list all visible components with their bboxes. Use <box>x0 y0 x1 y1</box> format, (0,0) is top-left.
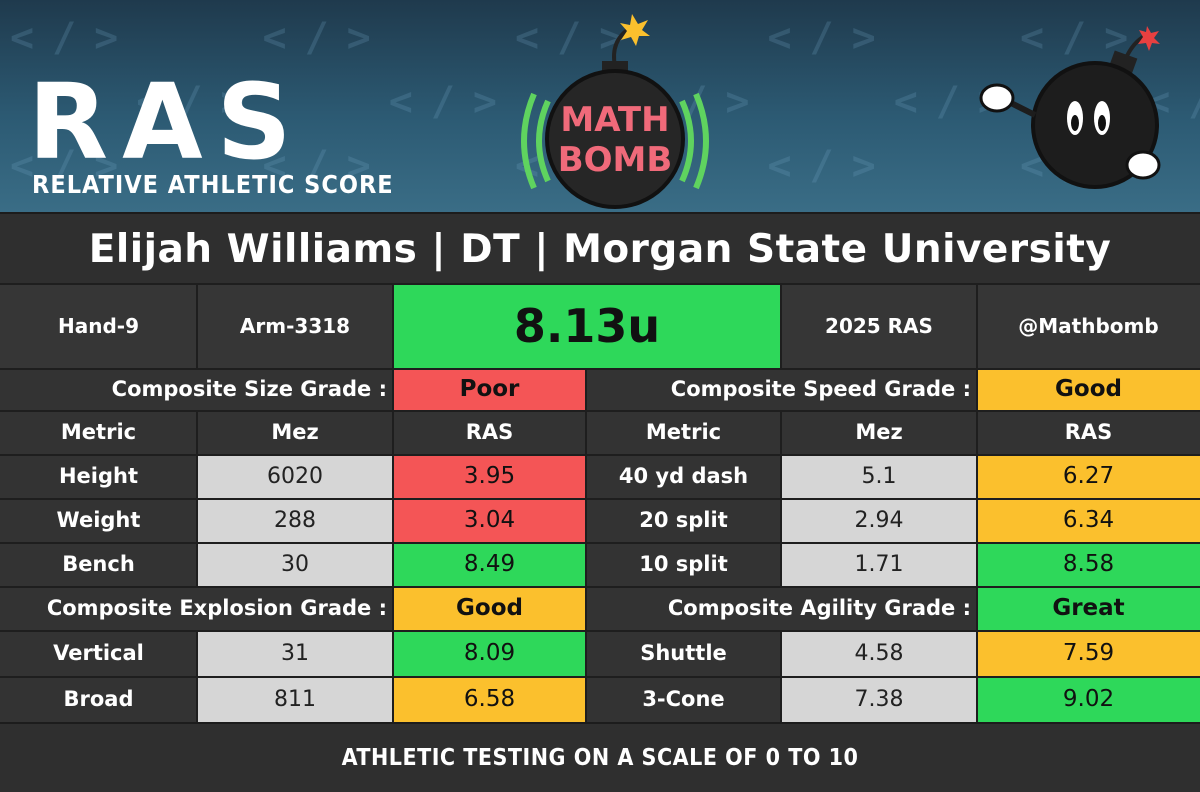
left-mez-value: 6020 <box>197 454 393 498</box>
grid-line <box>976 368 978 722</box>
right-metric-name: 3-Cone <box>642 687 725 711</box>
composite-explosion-label: Composite Explosion Grade : <box>46 596 387 620</box>
grid-line <box>780 630 782 722</box>
player-title: Elijah Williams | DT | Morgan State Univ… <box>88 226 1112 272</box>
right-mez-value: 1.71 <box>781 542 977 586</box>
grid-line <box>196 284 198 368</box>
left-ras-value: 3.95 <box>393 454 586 498</box>
left-mez-value: 811 <box>197 676 393 722</box>
right-mez-value: 5.1 <box>781 454 977 498</box>
right-mez-value: 2.94 <box>781 498 977 542</box>
grid-line <box>976 284 978 368</box>
metrics-table: Composite Size Grade : Poor Composite Sp… <box>0 368 1200 722</box>
grid-line <box>0 454 1200 456</box>
footer-band: ATHLETIC TESTING ON A SCALE OF 0 TO 10 <box>0 722 1200 792</box>
right-ras-value: 6.27 <box>977 454 1200 498</box>
left-ras-header: RAS <box>465 420 514 444</box>
right-ras-value: 6.34 <box>977 498 1200 542</box>
left-ras-value: 8.49 <box>393 542 586 586</box>
left-metric-name: Weight <box>56 508 141 532</box>
grid-line <box>196 630 198 722</box>
left-metric-name: Height <box>58 464 139 488</box>
composite-size-label: Composite Size Grade : <box>111 377 387 401</box>
grid-line <box>0 676 1200 678</box>
header-banner: </> </> </> </> </> </> </> </> </> </> … <box>0 0 1200 212</box>
left-mez-header: Mez <box>271 420 319 444</box>
left-metric-name: Bench <box>62 552 135 576</box>
right-ras-value: 8.58 <box>977 542 1200 586</box>
grid-line <box>0 542 1200 544</box>
grid-line <box>780 410 782 586</box>
footer-scale-note: ATHLETIC TESTING ON A SCALE OF 0 TO 10 <box>341 745 859 771</box>
right-metric-name: 40 yd dash <box>618 464 749 488</box>
left-mez-value: 30 <box>197 542 393 586</box>
left-mez-value: 31 <box>197 630 393 676</box>
right-ras-value: 7.59 <box>977 630 1200 676</box>
bomb-mascot-icon <box>979 26 1161 189</box>
composite-size-grade: Poor <box>393 368 586 410</box>
right-metric-name: 20 split <box>639 508 728 532</box>
player-title-band: Elijah Williams | DT | Morgan State Univ… <box>0 212 1200 284</box>
grid-line <box>0 410 1200 412</box>
ras-logo-text: RAS <box>28 61 306 183</box>
composite-agility-grade: Great <box>977 586 1200 630</box>
left-metric-header: Metric <box>60 420 137 444</box>
grid-line <box>196 410 198 586</box>
ras-year-cell: 2025 RAS <box>781 284 977 368</box>
ras-score-cell: 8.13u <box>393 284 781 368</box>
grid-line <box>0 283 1200 285</box>
info-row: Hand-9 Arm-3318 8.13u 2025 RAS @Mathbomb <box>0 284 1200 368</box>
left-metric-name: Broad <box>63 687 134 711</box>
left-ras-value: 8.09 <box>393 630 586 676</box>
grid-line <box>392 284 394 368</box>
left-ras-value: 3.04 <box>393 498 586 542</box>
mathbomb-logo-bottom: BOMB <box>558 140 673 180</box>
grid-line <box>0 498 1200 500</box>
right-mez-header: Mez <box>855 420 903 444</box>
left-ras-value: 6.58 <box>393 676 586 722</box>
right-metric-name: Shuttle <box>640 641 727 665</box>
composite-speed-grade: Good <box>977 368 1200 410</box>
right-ras-value: 9.02 <box>977 676 1200 722</box>
grid-line <box>780 284 782 368</box>
left-mez-value: 288 <box>197 498 393 542</box>
twitter-handle-cell: @Mathbomb <box>977 284 1200 368</box>
mathbomb-logo-top: MATH <box>560 100 669 140</box>
grid-line <box>0 586 1200 588</box>
ras-logo-subtitle: RELATIVE ATHLETIC SCORE <box>32 170 394 199</box>
hand-size-cell: Hand-9 <box>0 284 197 368</box>
left-metric-name: Vertical <box>53 641 144 665</box>
composite-explosion-grade: Good <box>393 586 586 630</box>
arm-length-cell: Arm-3318 <box>197 284 393 368</box>
grid-line <box>585 368 587 722</box>
grid-line <box>0 630 1200 632</box>
right-metric-header: Metric <box>645 420 722 444</box>
ras-logo: RAS RELATIVE ATHLETIC SCORE <box>28 61 393 200</box>
right-mez-value: 7.38 <box>781 676 977 722</box>
right-mez-value: 4.58 <box>781 630 977 676</box>
mathbomb-logo: MATH BOMB <box>521 14 709 209</box>
composite-agility-label: Composite Agility Grade : <box>667 596 971 620</box>
right-ras-header: RAS <box>1064 420 1113 444</box>
composite-speed-label: Composite Speed Grade : <box>670 377 971 401</box>
grid-line <box>0 368 1200 370</box>
grid-line <box>392 368 394 722</box>
right-metric-name: 10 split <box>639 552 728 576</box>
